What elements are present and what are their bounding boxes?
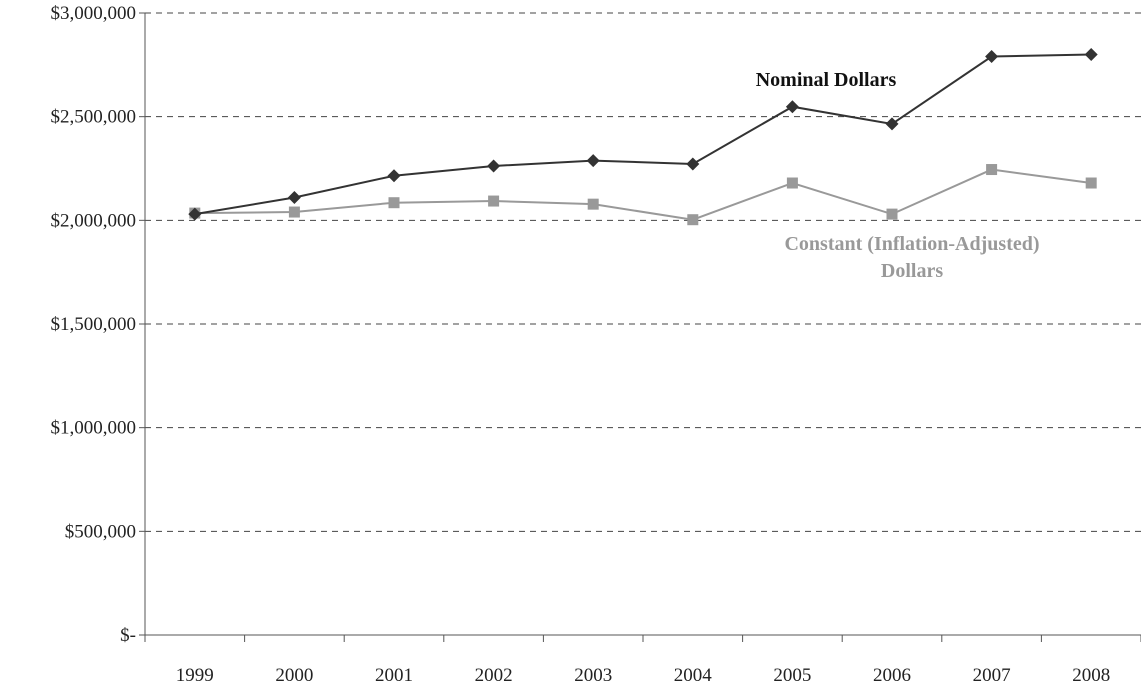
y-tick-label: $3,000,000 xyxy=(51,3,137,24)
y-tick-label: $500,000 xyxy=(65,521,136,542)
data-point-constant xyxy=(587,198,599,210)
y-tick-label: $2,500,000 xyxy=(51,107,137,128)
gridlines xyxy=(145,12,1141,532)
axes xyxy=(139,12,1141,642)
data-point-nominal xyxy=(985,50,999,64)
x-tick-label: 2007 xyxy=(973,665,1011,686)
data-point-nominal xyxy=(885,117,899,131)
series-group xyxy=(188,47,1098,226)
series-label-constant-line-2: Dollars xyxy=(881,260,943,282)
data-point-nominal xyxy=(387,169,401,183)
series-line-constant xyxy=(194,168,1092,221)
data-point-constant xyxy=(388,197,400,209)
data-point-nominal xyxy=(686,157,700,171)
x-tick-label: 2003 xyxy=(574,665,612,686)
x-axis-tick-labels: 1999 2000 2001 2002 2003 2004 2005 2006 2007 2008 xyxy=(176,665,1110,686)
x-tick-label: 2000 xyxy=(275,665,313,686)
x-tick-label: 2002 xyxy=(475,665,513,686)
data-point-constant xyxy=(288,206,300,218)
data-point-constant xyxy=(687,214,699,226)
x-tick-label: 2006 xyxy=(873,665,911,686)
data-point-constant xyxy=(488,195,500,207)
y-tick-label: $1,500,000 xyxy=(51,314,137,335)
x-tick-label: 2008 xyxy=(1072,665,1110,686)
series-label-constant-line-1: Constant (Inflation-Adjusted) xyxy=(784,233,1039,255)
y-tick-label: $- xyxy=(120,625,136,646)
data-point-nominal xyxy=(487,159,501,173)
x-tick-label: 2004 xyxy=(674,665,713,686)
data-point-nominal xyxy=(785,100,799,114)
series-label-nominal: Nominal Dollars xyxy=(756,69,897,91)
data-point-constant xyxy=(886,208,898,220)
data-point-constant xyxy=(786,177,798,189)
y-axis-tick-labels: $- $500,000 $1,000,000 $1,500,000 $2,000,000… xyxy=(51,3,137,646)
x-tick-label: 2001 xyxy=(375,665,413,686)
series-line-nominal xyxy=(194,53,1092,216)
y-tick-label: $2,000,000 xyxy=(51,210,137,231)
data-point-nominal xyxy=(188,207,202,221)
data-point-constant xyxy=(986,164,998,176)
data-point-nominal xyxy=(586,154,600,168)
y-tick-label: $1,000,000 xyxy=(51,418,137,439)
data-point-nominal xyxy=(287,191,301,205)
x-tick-label: 2005 xyxy=(773,665,811,686)
data-point-constant xyxy=(1085,177,1097,189)
x-tick-label: 1999 xyxy=(176,665,214,686)
data-point-nominal xyxy=(1084,47,1098,61)
